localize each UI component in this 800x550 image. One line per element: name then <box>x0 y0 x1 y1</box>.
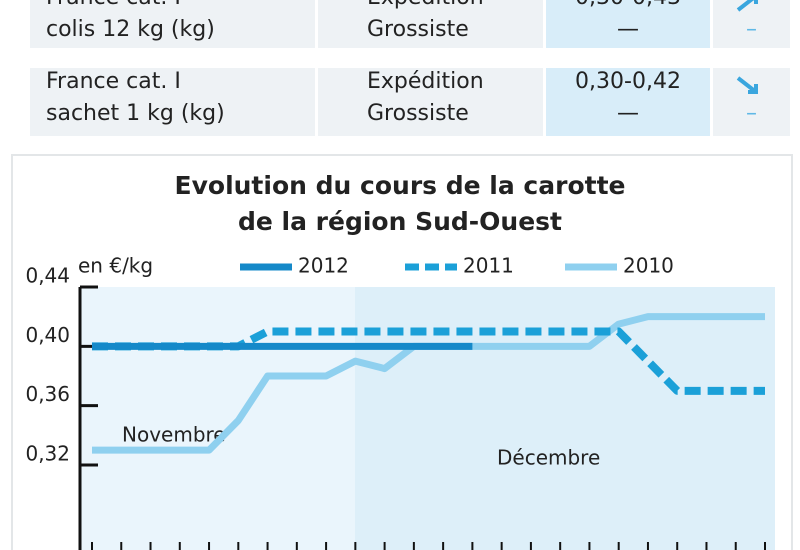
cell-bg <box>546 0 710 48</box>
chart-title: Evolution du cours de la carotte de la r… <box>174 171 626 236</box>
cell-bg <box>318 0 543 48</box>
table-cell: 0,30-0,42 — <box>575 69 681 126</box>
y-tick-label: 0,32 <box>25 442 70 466</box>
arrow-down <box>736 76 758 94</box>
series-line <box>92 327 765 395</box>
cell-bg <box>30 68 315 136</box>
cell-bg <box>713 68 790 136</box>
cell-bg <box>30 0 315 48</box>
cell-bg <box>318 68 543 136</box>
december-band <box>355 287 775 550</box>
table-cell: Expédition Grossiste <box>367 0 484 42</box>
cell-bg <box>546 68 710 136</box>
annotation: Novembre <box>122 423 226 447</box>
y-tick-label: 0,44 <box>25 264 70 288</box>
table-cell: France cat. I colis 12 kg (kg) <box>46 0 215 42</box>
legend-label: 2010 <box>623 254 674 278</box>
trend-icons <box>736 0 758 94</box>
y-axis-label: en €/kg <box>78 254 153 278</box>
cell-bg <box>713 0 790 48</box>
table-cell: – <box>746 17 757 42</box>
annotation: Décembre <box>497 446 600 470</box>
legend-label: 2011 <box>463 254 514 278</box>
y-tick-label: 0,36 <box>25 382 70 406</box>
table-cell: – <box>746 101 757 126</box>
table-cell: France cat. I sachet 1 kg (kg) <box>46 69 225 126</box>
legend-label: 2012 <box>298 254 349 278</box>
table-cell: 0,30-0,43 — <box>575 0 681 42</box>
y-tick-label: 0,40 <box>25 323 70 347</box>
arrow-up <box>736 0 758 12</box>
table-cell: Expédition Grossiste <box>367 69 484 126</box>
